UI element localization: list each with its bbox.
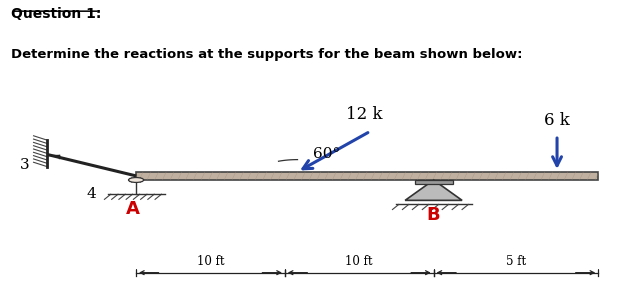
Circle shape bbox=[128, 178, 144, 182]
Text: 12 k: 12 k bbox=[346, 106, 382, 123]
Text: B: B bbox=[427, 207, 441, 224]
Text: Determine the reactions at the supports for the beam shown below:: Determine the reactions at the supports … bbox=[11, 48, 523, 61]
Text: 10 ft: 10 ft bbox=[346, 255, 373, 268]
Text: 4: 4 bbox=[87, 187, 97, 201]
Text: A: A bbox=[126, 200, 140, 218]
Bar bbox=[415, 180, 453, 184]
Text: 6 k: 6 k bbox=[544, 112, 570, 129]
Text: 10 ft: 10 ft bbox=[197, 255, 224, 268]
Text: 5 ft: 5 ft bbox=[506, 255, 526, 268]
Text: 60°: 60° bbox=[313, 146, 341, 161]
Polygon shape bbox=[405, 180, 462, 200]
Text: 3: 3 bbox=[20, 158, 30, 172]
Bar bbox=[136, 172, 598, 180]
Text: Question 1:: Question 1: bbox=[11, 8, 102, 22]
